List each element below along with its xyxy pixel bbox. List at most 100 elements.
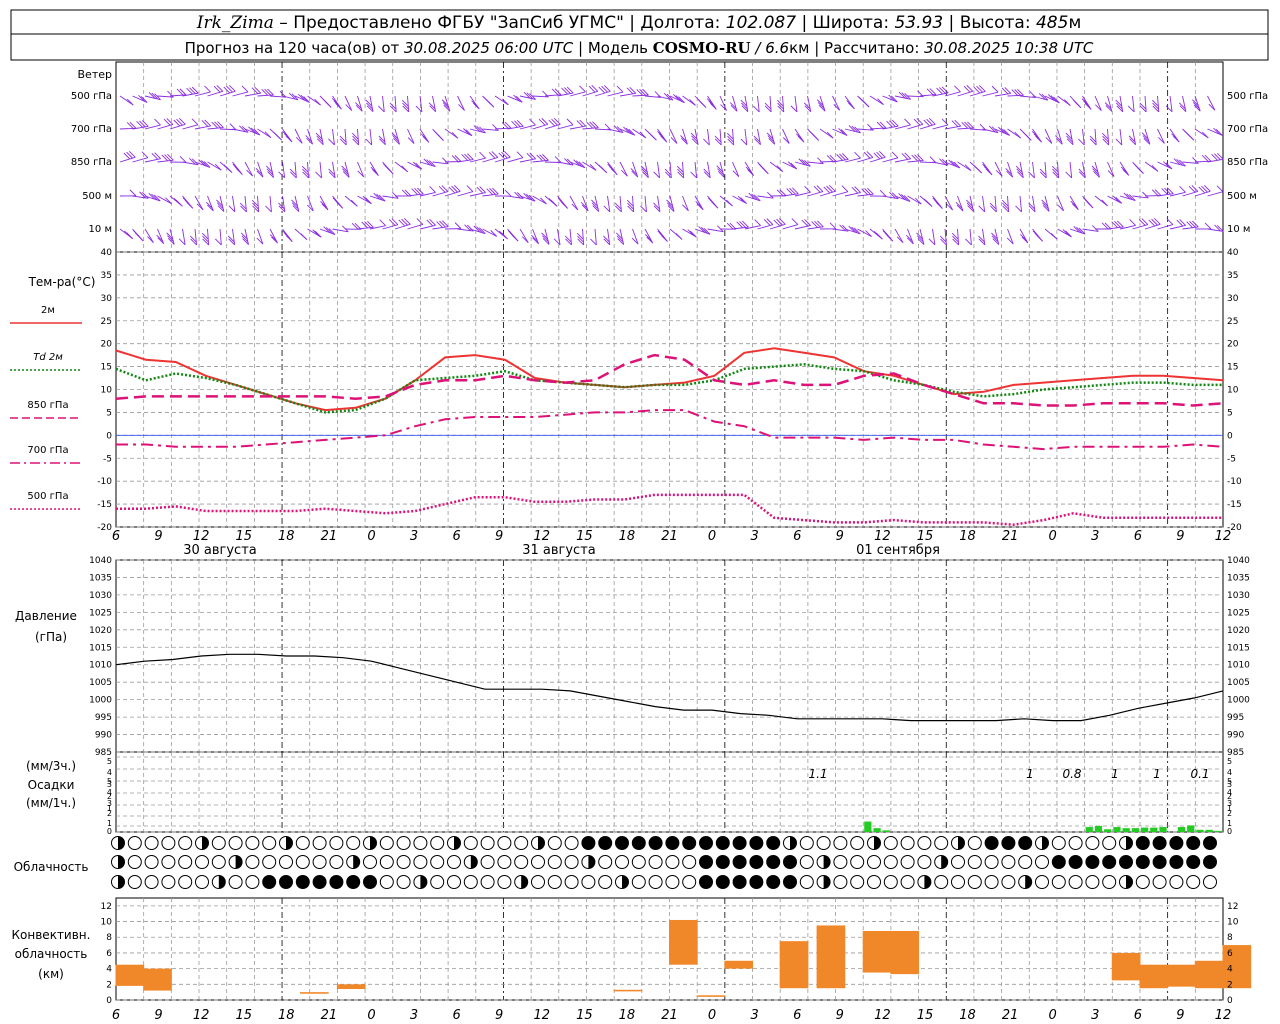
cloud-circle xyxy=(295,836,310,850)
wind-barb-flag xyxy=(250,127,258,135)
hour-label: 18 xyxy=(278,1008,295,1023)
cloud-circle xyxy=(850,875,865,889)
wind-barb-flag xyxy=(393,138,400,145)
wind-barb xyxy=(1119,219,1136,230)
wind-barb-flag xyxy=(328,228,336,235)
wind-barb xyxy=(355,95,363,112)
wind-barb xyxy=(631,228,639,245)
cloud-symbol xyxy=(1018,875,1033,889)
wind-barb-staff xyxy=(1144,128,1151,145)
wind-barb xyxy=(1107,220,1124,230)
wind-barb xyxy=(432,157,449,165)
wind-barb-staff xyxy=(194,161,211,168)
wind-barb-staff xyxy=(344,161,350,178)
wind-barb-flag xyxy=(167,153,174,161)
wind-barb-flag xyxy=(571,203,579,211)
wind-barb xyxy=(619,161,628,177)
cloud-symbol xyxy=(598,875,613,889)
wind-barb-staff xyxy=(644,161,649,178)
wind-barb-flag xyxy=(1072,99,1080,106)
wind-barb-flag xyxy=(151,193,158,201)
wind-barb-flag xyxy=(1189,221,1196,228)
wind-barb-flag xyxy=(709,103,717,110)
precip-ytick: 3 xyxy=(1227,799,1232,808)
precip-bar xyxy=(882,830,890,832)
wind-barb-staff xyxy=(1144,223,1161,230)
wind-barb-flag xyxy=(1154,189,1162,196)
wind-level-label: 700 гПа xyxy=(71,124,112,135)
hour-label: 9 xyxy=(495,529,503,544)
wind-barb xyxy=(607,161,618,176)
wind-barb xyxy=(1007,128,1022,139)
wind-barb xyxy=(457,185,474,197)
wind-barb xyxy=(119,228,134,240)
wind-barb-flag xyxy=(833,103,840,111)
wind-barb-flag xyxy=(367,220,374,228)
cloud-circle xyxy=(1152,855,1167,869)
wind-barb-flag xyxy=(1022,131,1030,139)
cloud-circle xyxy=(1018,855,1033,869)
wind-barb-flag xyxy=(226,85,233,93)
wind-barb xyxy=(614,195,622,213)
wind-barb xyxy=(690,128,699,146)
wind-barb-flag xyxy=(398,219,406,227)
wind-barb-staff xyxy=(119,95,134,106)
conv-bar xyxy=(336,984,366,990)
wind-barb-staff xyxy=(994,161,1003,177)
wind-barb-flag xyxy=(373,192,381,200)
wind-barb-flag xyxy=(1216,153,1224,160)
wind-barb-staff xyxy=(794,128,805,143)
wind-barb xyxy=(244,86,262,97)
wind-barb-staff xyxy=(307,95,321,106)
wind-barb-flag xyxy=(453,184,461,192)
wind-barb-flag xyxy=(639,88,646,96)
wind-barb-flag xyxy=(1091,165,1099,173)
conv-ytick: 6 xyxy=(106,949,112,959)
wind-barb-flag xyxy=(778,217,786,225)
wind-barb-flag xyxy=(507,230,515,238)
wind-barb-flag xyxy=(303,96,310,103)
cloud-symbol xyxy=(1203,855,1217,869)
wind-barb-staff xyxy=(769,223,786,230)
wind-barb xyxy=(951,228,960,246)
wind-barb xyxy=(630,161,639,178)
wind-barb-staff xyxy=(157,228,165,244)
wind-barb-staff xyxy=(257,94,274,97)
wind-barb xyxy=(169,117,186,130)
wind-barb xyxy=(328,128,335,146)
wind-barb xyxy=(482,187,499,197)
wind-barb xyxy=(832,153,849,163)
wind-barb xyxy=(1069,95,1082,109)
hour-label: 12 xyxy=(533,1008,550,1023)
wind-barb-staff xyxy=(707,228,724,233)
wind-barb xyxy=(319,195,329,211)
wind-barb xyxy=(989,195,997,213)
cloud-circle xyxy=(1051,875,1066,889)
cloud-circle xyxy=(346,836,361,850)
wind-barb xyxy=(357,161,365,178)
wind-barb xyxy=(1028,161,1035,179)
wind-barb-flag xyxy=(486,188,493,196)
wind-barb-flag xyxy=(776,165,784,172)
cloud-circle xyxy=(480,855,495,869)
wind-barb-flag xyxy=(751,193,758,201)
cloud-circle xyxy=(379,836,394,850)
wind-barb xyxy=(1182,128,1195,141)
wind-barb-staff xyxy=(457,159,474,163)
cloud-symbol xyxy=(1203,836,1217,850)
wind-barb xyxy=(740,128,748,146)
cloud-symbol xyxy=(195,855,209,869)
wind-barb-flag xyxy=(1065,132,1073,140)
precip-ytick: 3 xyxy=(1227,780,1232,789)
wind-barb-flag xyxy=(441,185,449,192)
wind-barb-staff xyxy=(982,195,986,212)
wind-barb-staff xyxy=(194,228,198,245)
precip-ytick: 2 xyxy=(107,809,112,818)
cloud-circle xyxy=(867,875,881,889)
wind-barb xyxy=(394,161,408,173)
wind-barb-staff xyxy=(594,90,611,97)
wind-barb-staff xyxy=(482,228,497,237)
wind-barb-flag xyxy=(1078,168,1086,176)
wind-barb-flag xyxy=(217,205,225,212)
cloud-circle xyxy=(564,875,579,889)
